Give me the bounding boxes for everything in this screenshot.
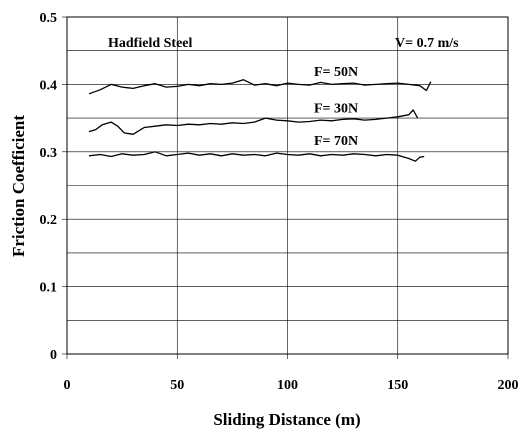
series-layer — [88, 79, 432, 162]
velocity-annotation: V= 0.7 m/s — [395, 36, 459, 51]
x-tick-label: 0 — [64, 378, 71, 393]
y-tick-labels: 0 0.1 0.2 0.3 0.4 0.5 — [40, 11, 58, 363]
material-annotation: Hadfield Steel — [108, 36, 192, 51]
y-tick-label: 0.5 — [40, 11, 58, 26]
y-axis-title: Friction Coefficient — [9, 115, 28, 257]
series-labels: F= 50N F= 30N F= 70N — [314, 65, 358, 149]
x-axis-title: Sliding Distance (m) — [213, 410, 360, 429]
x-tick-label: 50 — [170, 378, 184, 393]
grid — [62, 16, 509, 359]
series-line — [88, 109, 419, 135]
x-tick-labels: 0 50 100 150 200 — [64, 378, 519, 393]
series-label: F= 50N — [314, 65, 358, 80]
y-tick-label: 0.4 — [40, 78, 58, 93]
series-label: F= 70N — [314, 134, 358, 149]
y-tick-label: 0 — [50, 348, 57, 363]
plot-frame — [66, 16, 509, 355]
y-tick-label: 0.3 — [40, 146, 58, 161]
series-label: F= 30N — [314, 101, 358, 116]
series-line — [88, 79, 432, 95]
x-tick-label: 200 — [498, 378, 519, 393]
x-tick-label: 150 — [387, 378, 408, 393]
y-tick-label: 0.2 — [40, 213, 58, 228]
series-line — [88, 151, 425, 162]
y-tick-label: 0.1 — [40, 281, 58, 296]
x-tick-label: 100 — [277, 378, 298, 393]
